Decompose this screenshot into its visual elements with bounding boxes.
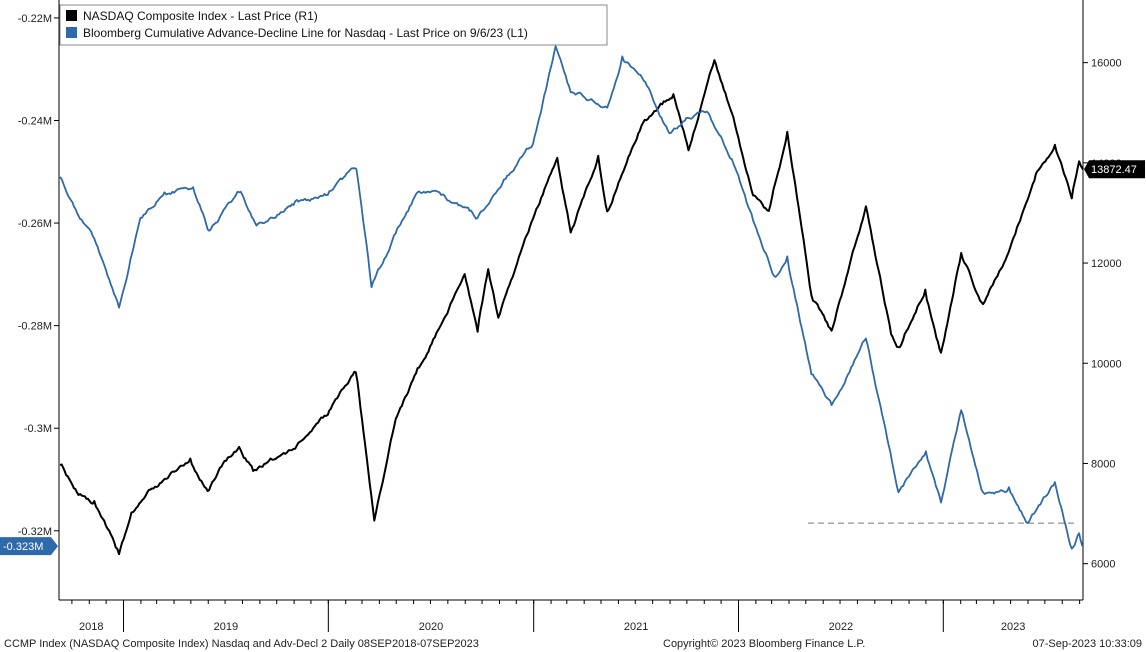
footer-right: 07-Sep-2023 10:33:09 (1033, 638, 1142, 650)
year-label: 2021 (624, 621, 648, 633)
adline-series-line (59, 45, 1084, 550)
year-label: 2022 (829, 621, 853, 633)
year-label: 2018 (79, 621, 103, 633)
left-tick-label: -0.24M (18, 116, 52, 128)
legend: NASDAQ Composite Index - Last Price (R1)… (59, 4, 608, 46)
legend-label-adline: Bloomberg Cumulative Advance-Decline Lin… (83, 26, 528, 40)
legend-label-nasdaq: NASDAQ Composite Index - Last Price (R1) (83, 9, 318, 23)
left-tick-label: -0.3M (24, 423, 52, 435)
left-tick-label: -0.32M (18, 526, 52, 538)
year-label: 2023 (1001, 621, 1025, 633)
left-tick-label: -0.28M (18, 321, 52, 333)
right-tick-label: 8000 (1091, 458, 1115, 470)
legend-box (59, 4, 608, 46)
left-last-value-badge (0, 537, 58, 556)
series-group (59, 45, 1084, 556)
footer: CCMP Index (NASDAQ Composite Index) Nasd… (4, 638, 1142, 650)
left-axis: -0.22M -0.24M -0.26M -0.28M -0.3M -0.32M (18, 13, 59, 538)
footer-left: CCMP Index (NASDAQ Composite Index) Nasd… (4, 638, 479, 650)
right-tick-label: 16000 (1091, 58, 1122, 70)
right-tick-label: 6000 (1091, 559, 1115, 571)
left-tick-label: -0.26M (18, 218, 52, 230)
x-axis: 2018 2019 2020 2021 2022 2023 (71, 600, 1081, 633)
right-tick-label: 12000 (1091, 258, 1122, 270)
nasdaq-series-line (59, 59, 1084, 556)
footer-center: Copyright© 2023 Bloomberg Finance L.P. (663, 638, 865, 650)
legend-swatch-adline (66, 27, 77, 38)
right-last-value-label: 13872.47 (1091, 164, 1137, 176)
right-last-value-badge (1084, 160, 1145, 179)
right-tick-label: 10000 (1091, 358, 1122, 370)
left-last-value-label: -0.323M (3, 541, 43, 553)
year-label: 2020 (419, 621, 443, 633)
left-tick-label: -0.22M (18, 13, 52, 25)
legend-swatch-nasdaq (66, 10, 77, 21)
last-value-badges: -0.323M 13872.47 (0, 160, 1145, 556)
plot-frame (58, 0, 1084, 601)
year-label: 2019 (214, 621, 238, 633)
